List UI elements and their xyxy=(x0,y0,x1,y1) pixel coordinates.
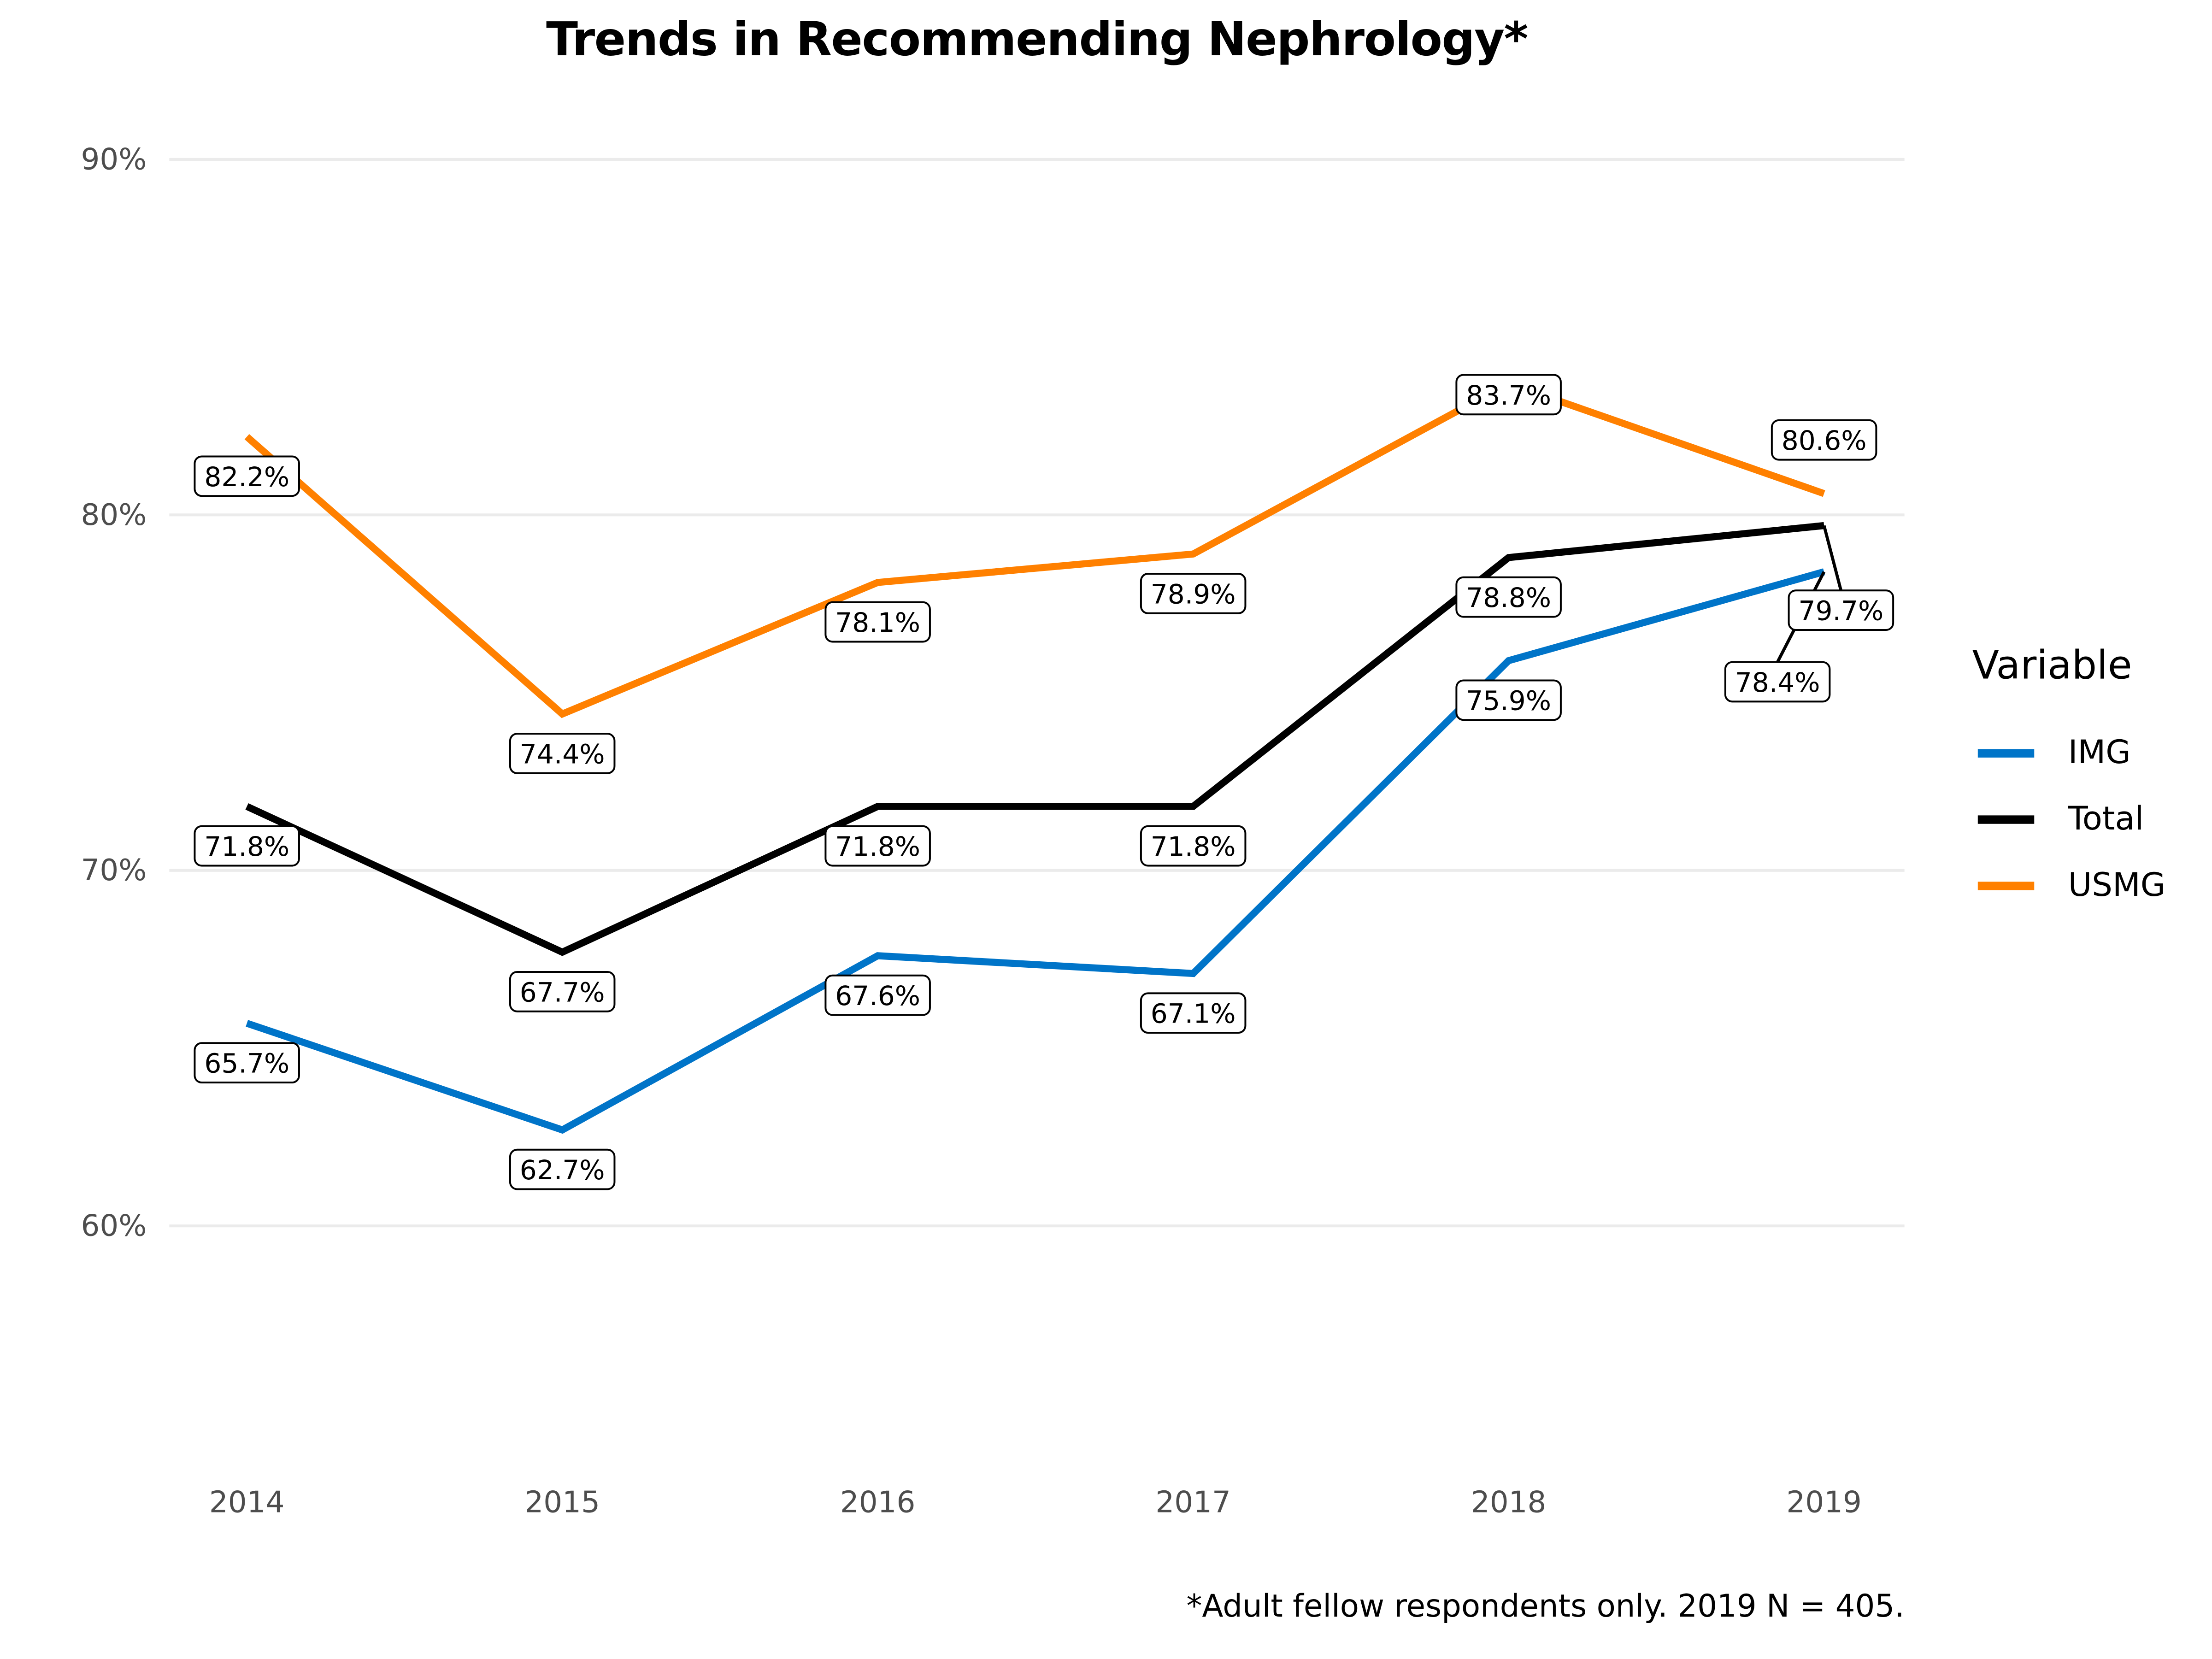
label-box xyxy=(1455,374,1562,416)
label-box xyxy=(509,733,616,774)
label-text: 67.6% xyxy=(835,980,920,1012)
label-text: 71.8% xyxy=(204,831,289,862)
x-tick-label-2016: 2016 xyxy=(840,1485,916,1520)
label-text: 78.1% xyxy=(835,607,920,638)
label-box xyxy=(1724,661,1831,703)
label-box xyxy=(824,974,931,1016)
legend-item-total: Total xyxy=(1972,786,2166,852)
x-axis: 2014 2015 2016 2017 2018 2019 xyxy=(209,1485,1862,1520)
legend-label-img: IMG xyxy=(2068,734,2131,771)
series-line-total xyxy=(245,522,1824,956)
data-label-img-2015: 62.7% xyxy=(509,1148,616,1190)
legend-label-usmg: USMG xyxy=(2068,867,2166,904)
legend-key-img xyxy=(1977,748,2035,757)
label-box xyxy=(824,825,931,867)
x-tick-label-2015: 2015 xyxy=(524,1485,600,1520)
data-label-usmg-2016: 78.1% xyxy=(824,601,931,643)
data-label-usmg-2017: 78.9% xyxy=(1140,573,1247,614)
label-box xyxy=(1455,576,1562,618)
label-text: 71.8% xyxy=(1151,831,1236,862)
legend-label-total: Total xyxy=(2068,800,2144,837)
data-label-usmg-2015: 74.4% xyxy=(509,733,616,774)
y-tick-label-70: 70% xyxy=(81,853,147,888)
label-text: 62.7% xyxy=(520,1154,605,1186)
label-text: 67.1% xyxy=(1151,998,1236,1030)
data-label-img-2019: 78.4% xyxy=(1724,571,1831,703)
data-label-img-2018: 75.9% xyxy=(1455,679,1562,721)
label-text: 65.7% xyxy=(204,1048,289,1079)
label-box xyxy=(1140,992,1247,1034)
data-label-total-2015: 67.7% xyxy=(509,971,616,1012)
label-box xyxy=(1140,825,1247,867)
label-box xyxy=(824,601,931,643)
label-text: 83.7% xyxy=(1466,380,1551,411)
data-labels: 65.7% 62.7% 67.6% 67.1% 75.9% 78.4% 71.8% 67.7%… xyxy=(194,374,1894,1190)
data-label-total-2016: 71.8% xyxy=(824,825,931,867)
data-label-usmg-2018: 83.7% xyxy=(1455,374,1562,416)
label-text: 80.6% xyxy=(1782,425,1867,456)
data-label-total-2019: 79.7% xyxy=(1788,525,1894,631)
label-text: 79.7% xyxy=(1798,595,1883,627)
x-tick-label-2018: 2018 xyxy=(1471,1485,1547,1520)
y-tick-label-90: 90% xyxy=(81,142,147,176)
data-label-usmg-2019: 80.6% xyxy=(1771,419,1877,461)
label-box xyxy=(1455,679,1562,721)
chart-title: Trends in Recommending Nephrology* xyxy=(546,11,1528,66)
data-label-usmg-2014: 82.2% xyxy=(194,455,300,497)
legend-item-img: IMG xyxy=(1972,719,2166,786)
label-text: 71.8% xyxy=(835,831,920,862)
y-axis: 60% 70% 80% 90% xyxy=(81,142,147,1243)
x-tick-label-2014: 2014 xyxy=(209,1485,285,1520)
label-text: 78.9% xyxy=(1151,578,1236,610)
label-box xyxy=(1771,419,1877,461)
x-tick-label-2017: 2017 xyxy=(1155,1485,1231,1520)
data-label-img-2016: 67.6% xyxy=(824,974,931,1016)
y-tick-label-60: 60% xyxy=(81,1209,147,1243)
label-box xyxy=(194,455,300,497)
data-label-total-2017: 71.8% xyxy=(1140,825,1247,867)
legend: Variable IMG Total USMG xyxy=(1972,642,2166,918)
label-box xyxy=(509,971,616,1012)
data-label-total-2018: 78.8% xyxy=(1455,576,1562,618)
series-lines xyxy=(244,379,1825,1134)
label-text: 74.4% xyxy=(520,738,605,770)
legend-key-usmg xyxy=(1977,881,2035,890)
x-tick-label-2019: 2019 xyxy=(1786,1485,1862,1520)
data-label-img-2014: 65.7% xyxy=(194,1042,300,1084)
label-text: 82.2% xyxy=(204,461,289,493)
legend-item-usmg: USMG xyxy=(1972,852,2166,918)
label-text: 78.8% xyxy=(1466,582,1551,613)
label-text: 78.4% xyxy=(1735,667,1820,698)
chart-caption: *Adult fellow respondents only. 2019 N =… xyxy=(1186,1589,1905,1625)
data-label-total-2014: 71.8% xyxy=(194,825,300,867)
data-label-img-2017: 67.1% xyxy=(1140,992,1247,1034)
label-text: 75.9% xyxy=(1466,685,1551,717)
label-leader-line xyxy=(1822,525,1843,591)
gridlines xyxy=(169,158,1905,1228)
label-box xyxy=(194,1042,300,1084)
y-tick-label-80: 80% xyxy=(81,498,147,532)
label-box xyxy=(194,825,300,867)
series-line-img xyxy=(246,568,1825,1134)
label-box xyxy=(1788,589,1894,631)
legend-key-total xyxy=(1977,814,2035,824)
label-text: 67.7% xyxy=(520,977,605,1008)
legend-title: Variable xyxy=(1972,641,2132,688)
label-box xyxy=(1140,573,1247,614)
label-box xyxy=(509,1148,616,1190)
